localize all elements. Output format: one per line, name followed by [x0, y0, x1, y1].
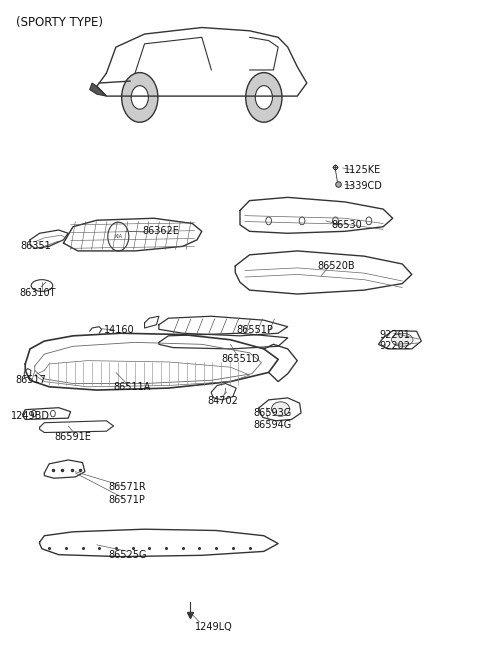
Text: KIA: KIA [114, 234, 122, 239]
Text: 86511A: 86511A [114, 382, 151, 392]
Text: 86594G: 86594G [253, 420, 292, 430]
Text: 92202: 92202 [379, 341, 410, 352]
Text: 1125KE: 1125KE [344, 165, 381, 175]
Ellipse shape [392, 333, 413, 346]
Circle shape [299, 217, 305, 225]
Circle shape [246, 73, 282, 122]
Circle shape [266, 217, 272, 225]
Ellipse shape [272, 402, 289, 416]
Text: 86362E: 86362E [142, 226, 179, 236]
Text: 84702: 84702 [207, 396, 239, 406]
Text: 86530: 86530 [332, 220, 362, 230]
Circle shape [50, 410, 55, 417]
Circle shape [121, 73, 158, 122]
Text: 1339CD: 1339CD [344, 181, 383, 192]
Polygon shape [90, 83, 107, 96]
Circle shape [32, 410, 36, 417]
Text: 86591E: 86591E [54, 432, 91, 442]
Text: 1249BD: 1249BD [11, 411, 50, 421]
Circle shape [255, 86, 273, 109]
Text: 86525G: 86525G [109, 550, 147, 560]
Text: 86520B: 86520B [318, 261, 355, 271]
Text: 86517: 86517 [16, 375, 47, 385]
Text: 92201: 92201 [379, 329, 410, 340]
Circle shape [131, 86, 148, 109]
Text: 1249LQ: 1249LQ [195, 621, 232, 632]
Text: 14160: 14160 [104, 325, 134, 335]
Text: 86310T: 86310T [20, 289, 56, 298]
Text: 86593G: 86593G [253, 408, 292, 418]
Text: 86351: 86351 [21, 241, 51, 251]
Text: 86551P: 86551P [236, 325, 273, 335]
Text: 86571P: 86571P [109, 495, 145, 505]
Text: 86571R: 86571R [109, 482, 146, 493]
Circle shape [366, 217, 372, 225]
Text: (SPORTY TYPE): (SPORTY TYPE) [16, 16, 103, 29]
Circle shape [333, 217, 338, 225]
Text: 86551D: 86551D [222, 354, 260, 363]
